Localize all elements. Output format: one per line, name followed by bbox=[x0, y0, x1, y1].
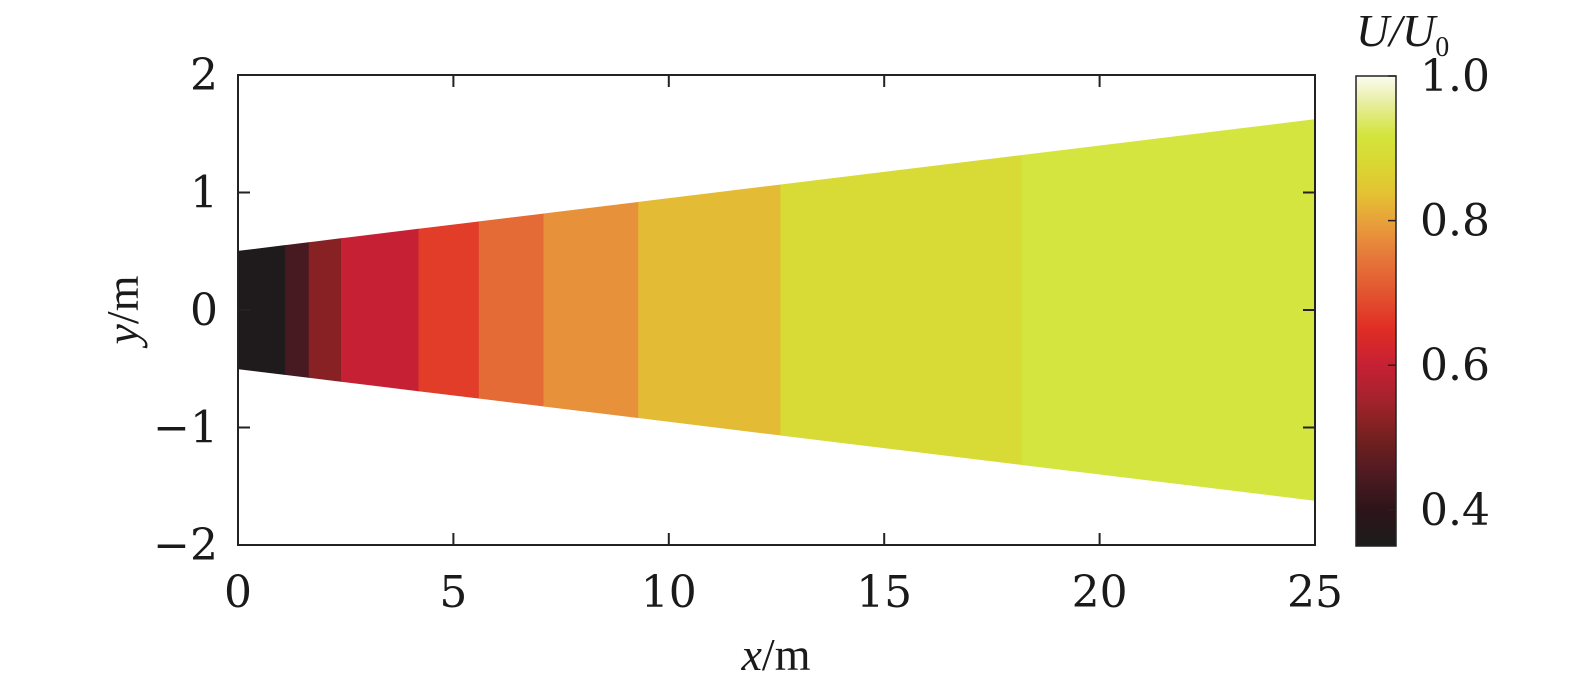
colorbar-tick-label-1: 0.8 bbox=[1420, 196, 1490, 247]
x-tick-label-3: 15 bbox=[856, 567, 912, 618]
x-tick-label-5: 25 bbox=[1287, 567, 1343, 618]
colorbar-tick-label-3: 0.4 bbox=[1420, 485, 1490, 536]
y-tick-label-0: 2 bbox=[190, 50, 218, 101]
y-axis-unit: /m bbox=[97, 275, 148, 324]
wake-segment-5 bbox=[478, 213, 545, 407]
y-tick-label-3: −1 bbox=[153, 403, 218, 454]
y-axis-label: y/m bbox=[97, 275, 148, 348]
wake-segment-8 bbox=[780, 154, 1023, 466]
x-axis: 0 5 10 15 20 25 bbox=[224, 75, 1343, 618]
x-tick-label-0: 0 bbox=[224, 567, 252, 618]
x-axis-unit: /m bbox=[762, 629, 811, 680]
colorbar-tick-label-2: 0.6 bbox=[1420, 340, 1490, 391]
plot-area bbox=[237, 74, 1316, 546]
colorbar-bar bbox=[1355, 75, 1397, 547]
wake-segment-7 bbox=[638, 184, 782, 436]
x-axis-label: x/m bbox=[741, 629, 811, 680]
y-tick-label-4: −2 bbox=[153, 520, 218, 571]
wake-segments bbox=[237, 119, 1316, 501]
colorbar-title-main: U/U bbox=[1356, 5, 1438, 56]
wake-segment-4 bbox=[418, 221, 480, 399]
y-tick-label-2: 0 bbox=[190, 285, 218, 336]
colorbar-tick-label-0: 1.0 bbox=[1420, 51, 1490, 102]
wake-segment-6 bbox=[543, 201, 639, 419]
colorbar-title: U/U0 bbox=[1356, 5, 1449, 63]
wake-segment-9 bbox=[1021, 119, 1316, 501]
wake-segment-2 bbox=[308, 238, 342, 382]
colorbar: 1.0 0.8 0.6 0.4 U/U0 bbox=[1355, 5, 1490, 547]
x-tick-label-4: 20 bbox=[1072, 567, 1128, 618]
colorbar-title-sub: 0 bbox=[1435, 32, 1449, 63]
x-axis-var: x bbox=[741, 629, 763, 680]
wake-segment-1 bbox=[284, 242, 310, 378]
x-tick-label-2: 10 bbox=[641, 567, 697, 618]
y-axis: 2 1 0 −1 −2 bbox=[153, 50, 1315, 571]
x-tick-label-1: 5 bbox=[439, 567, 467, 618]
colorbar-ticks: 1.0 0.8 0.6 0.4 bbox=[1388, 51, 1490, 536]
wake-segment-3 bbox=[340, 228, 420, 392]
y-axis-var: y bbox=[97, 323, 148, 348]
y-tick-label-1: 1 bbox=[190, 168, 218, 219]
